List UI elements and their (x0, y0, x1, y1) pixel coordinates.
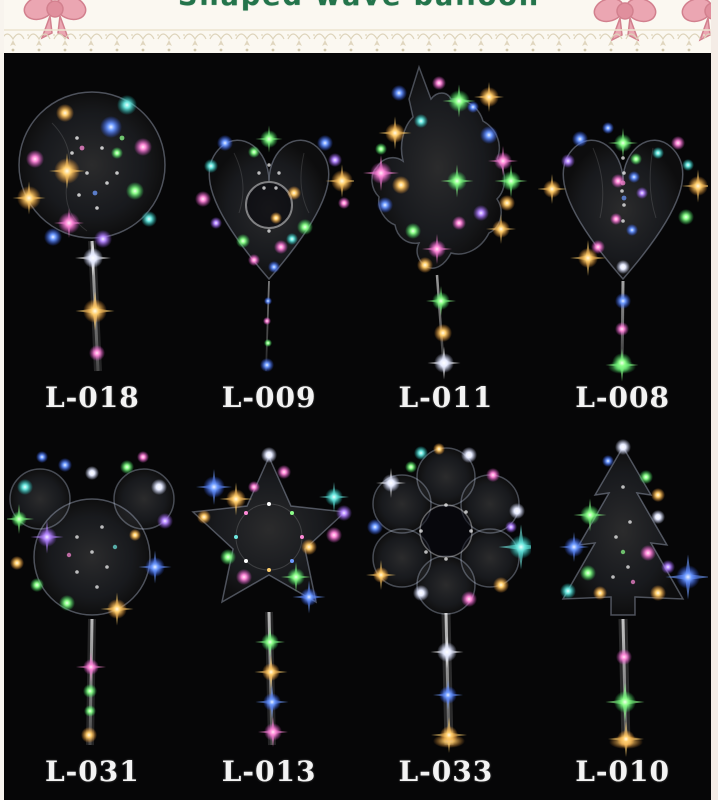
product-cell: L-018 (4, 53, 181, 427)
string-light-dots (619, 156, 627, 223)
product-code-label: L-010 (575, 754, 670, 788)
flower-center (419, 503, 473, 558)
product-code-label: L-031 (44, 754, 140, 788)
product-code-label: L-009 (221, 381, 317, 414)
string-light-dots (234, 501, 305, 572)
balloon-flower-illustration (365, 442, 531, 753)
led-lights (365, 442, 531, 753)
photo-right-margin (711, 0, 718, 800)
banner: Shaped wave balloon (0, 0, 718, 53)
balloon-heart-ring-illustration (195, 125, 355, 372)
balloon-round-illustration (12, 91, 167, 372)
led-lights (196, 446, 353, 747)
product-code-label: L-018 (44, 381, 140, 414)
led-lights (362, 76, 528, 380)
product-code-label: L-033 (398, 754, 494, 788)
led-lights (7, 450, 174, 743)
led-lights (537, 122, 708, 382)
product-cell: L-031 (4, 427, 181, 800)
lace-trim (0, 23, 718, 53)
product-code-label: L-011 (398, 381, 494, 414)
string-light-dots (419, 502, 473, 561)
product-cell: L-010 (534, 427, 711, 800)
product-cell: L-033 (358, 427, 535, 800)
led-lights (195, 125, 355, 372)
balloon-unicorn-illustration (362, 64, 528, 380)
product-cell: L-011 (358, 53, 535, 427)
balloon-star-illustration (191, 446, 353, 747)
balloon-heart-illustration (537, 122, 708, 382)
product-cell: L-009 (181, 53, 358, 427)
product-board: L-018 (4, 53, 711, 800)
product-cell: L-008 (534, 53, 711, 427)
product-code-label: L-013 (221, 754, 317, 788)
product-cell: L-013 (181, 427, 358, 800)
balloon-mickey-illustration (7, 450, 176, 745)
led-lights (558, 438, 708, 757)
string-light-dots (67, 524, 118, 589)
photo-left-margin (0, 0, 4, 800)
banner-title: Shaped wave balloon (0, 0, 718, 12)
balloon-center-ring (245, 181, 294, 229)
product-code-label: L-008 (575, 381, 670, 414)
string-light-dots (257, 163, 281, 233)
string-light-dots (610, 484, 635, 584)
led-lights (12, 95, 158, 361)
string-light-dots (70, 135, 125, 210)
balloon-tree-illustration (558, 438, 708, 757)
